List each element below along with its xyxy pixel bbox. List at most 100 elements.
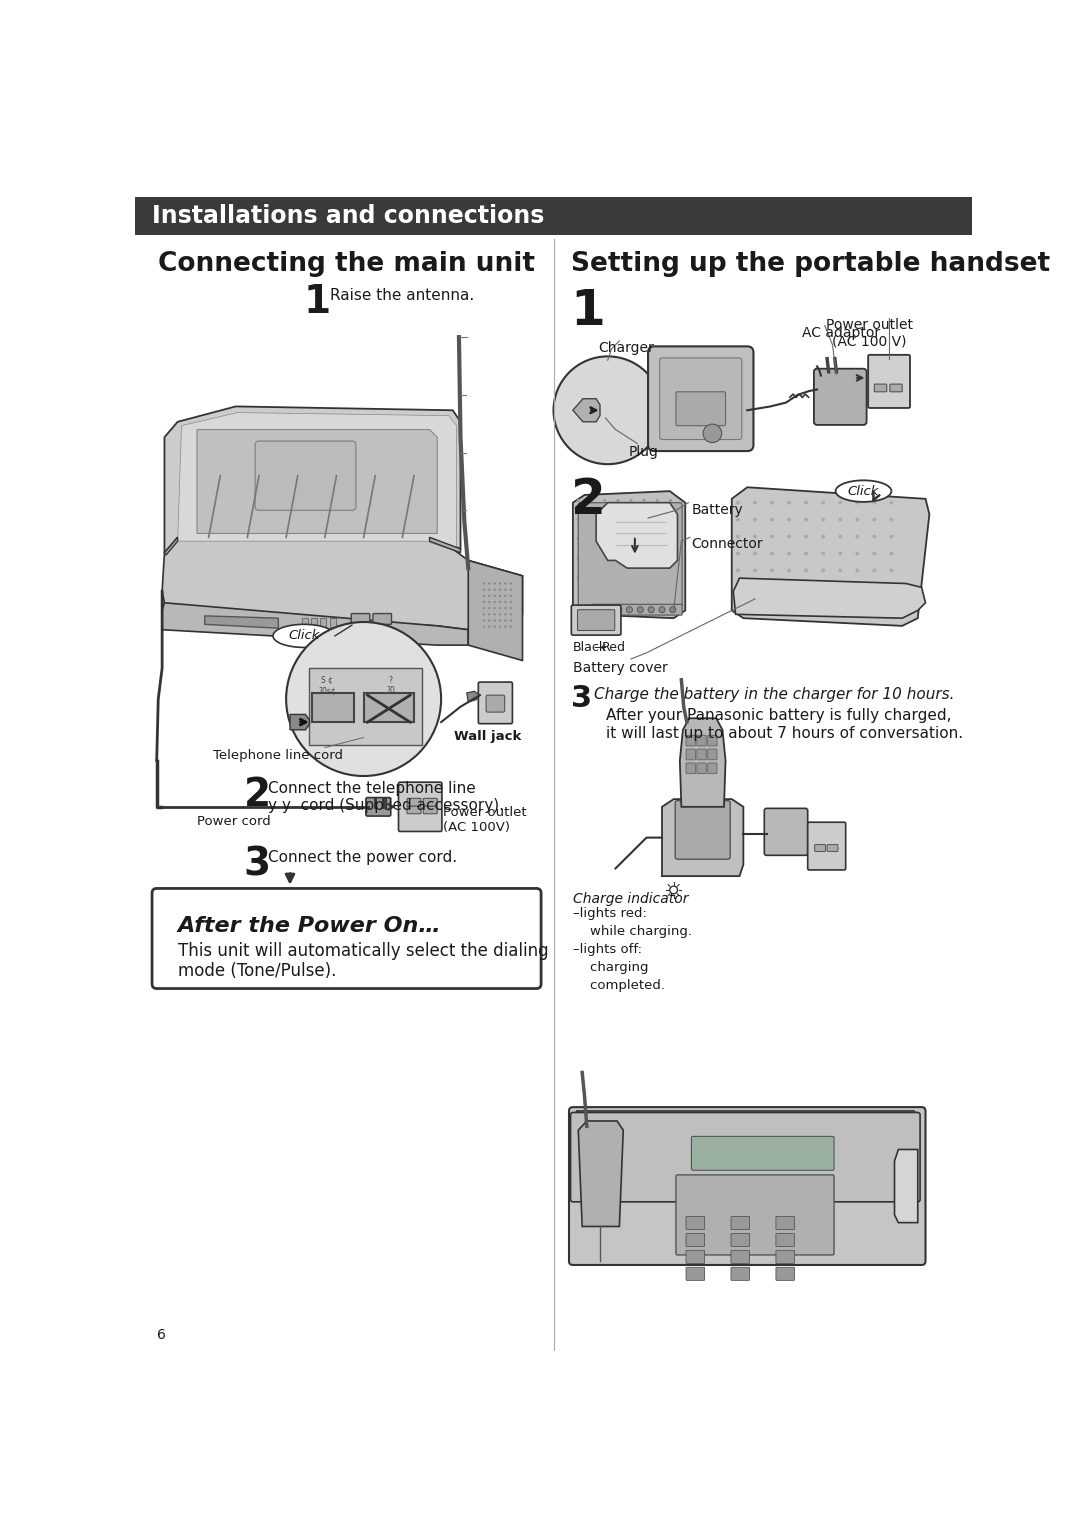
FancyBboxPatch shape — [686, 1250, 704, 1264]
Polygon shape — [164, 537, 177, 555]
Circle shape — [494, 589, 496, 591]
Polygon shape — [291, 714, 309, 729]
FancyBboxPatch shape — [255, 441, 356, 510]
Polygon shape — [430, 537, 460, 552]
Circle shape — [735, 586, 740, 589]
Circle shape — [838, 534, 842, 539]
FancyBboxPatch shape — [775, 1216, 795, 1230]
Circle shape — [643, 537, 646, 540]
Circle shape — [890, 501, 893, 505]
Circle shape — [855, 551, 860, 555]
Circle shape — [735, 501, 740, 505]
Circle shape — [787, 534, 791, 539]
Text: Connector: Connector — [691, 537, 764, 551]
Circle shape — [753, 517, 757, 522]
Circle shape — [499, 589, 501, 591]
Circle shape — [494, 613, 496, 615]
Ellipse shape — [273, 624, 335, 647]
Polygon shape — [578, 1122, 623, 1227]
Circle shape — [590, 499, 593, 502]
Circle shape — [286, 623, 441, 777]
Circle shape — [577, 537, 580, 540]
Bar — [311, 618, 318, 627]
Circle shape — [630, 575, 633, 578]
Text: 2: 2 — [243, 777, 271, 813]
FancyBboxPatch shape — [697, 736, 706, 746]
Text: This unit will automatically select the dialing
mode (Tone/Pulse).: This unit will automatically select the … — [177, 942, 549, 980]
Circle shape — [805, 569, 808, 572]
Circle shape — [504, 583, 507, 584]
Polygon shape — [197, 429, 437, 534]
Text: —: — — [594, 641, 606, 655]
FancyBboxPatch shape — [570, 1112, 920, 1202]
FancyBboxPatch shape — [569, 1108, 926, 1265]
Circle shape — [838, 501, 842, 505]
Circle shape — [855, 517, 860, 522]
Circle shape — [656, 499, 659, 502]
Circle shape — [577, 557, 580, 560]
Circle shape — [656, 575, 659, 578]
FancyBboxPatch shape — [890, 385, 902, 392]
Circle shape — [510, 583, 512, 584]
Circle shape — [499, 620, 501, 621]
FancyBboxPatch shape — [827, 844, 838, 852]
Circle shape — [770, 551, 774, 555]
Circle shape — [821, 517, 825, 522]
Circle shape — [838, 586, 842, 589]
FancyBboxPatch shape — [707, 749, 717, 760]
FancyBboxPatch shape — [676, 392, 726, 426]
Circle shape — [603, 537, 606, 540]
Circle shape — [499, 595, 501, 597]
Circle shape — [770, 569, 774, 572]
Circle shape — [770, 586, 774, 589]
Text: Click: Click — [848, 485, 879, 497]
Circle shape — [603, 499, 606, 502]
Circle shape — [770, 501, 774, 505]
Circle shape — [510, 613, 512, 615]
Circle shape — [735, 517, 740, 522]
Circle shape — [703, 424, 721, 443]
Circle shape — [873, 501, 876, 505]
Circle shape — [510, 607, 512, 609]
Circle shape — [605, 607, 611, 613]
Circle shape — [483, 626, 485, 627]
Circle shape — [577, 517, 580, 522]
Circle shape — [504, 595, 507, 597]
Bar — [321, 618, 326, 627]
Circle shape — [504, 626, 507, 627]
Text: Battery cover: Battery cover — [572, 661, 667, 674]
Circle shape — [483, 613, 485, 615]
FancyBboxPatch shape — [399, 783, 442, 832]
Circle shape — [494, 583, 496, 584]
Circle shape — [669, 537, 672, 540]
Polygon shape — [596, 502, 677, 568]
Circle shape — [590, 517, 593, 522]
Circle shape — [873, 586, 876, 589]
Circle shape — [617, 575, 619, 578]
Circle shape — [504, 589, 507, 591]
Circle shape — [855, 586, 860, 589]
Circle shape — [510, 626, 512, 627]
Circle shape — [488, 601, 490, 603]
Circle shape — [630, 557, 633, 560]
Circle shape — [488, 589, 490, 591]
Text: Charge the battery in the charger for 10 hours.: Charge the battery in the charger for 10… — [594, 688, 955, 702]
FancyBboxPatch shape — [571, 606, 621, 635]
Circle shape — [488, 583, 490, 584]
Text: AC adaptor: AC adaptor — [801, 325, 879, 340]
Text: Click: Click — [288, 629, 320, 642]
Polygon shape — [572, 491, 685, 618]
FancyBboxPatch shape — [697, 749, 706, 760]
Circle shape — [890, 586, 893, 589]
Circle shape — [510, 595, 512, 597]
Circle shape — [787, 501, 791, 505]
Polygon shape — [732, 487, 930, 626]
FancyBboxPatch shape — [731, 1233, 750, 1247]
FancyBboxPatch shape — [648, 346, 754, 452]
Bar — [301, 618, 308, 627]
Circle shape — [617, 499, 619, 502]
Circle shape — [510, 589, 512, 591]
Circle shape — [669, 557, 672, 560]
Circle shape — [603, 557, 606, 560]
Circle shape — [656, 537, 659, 540]
